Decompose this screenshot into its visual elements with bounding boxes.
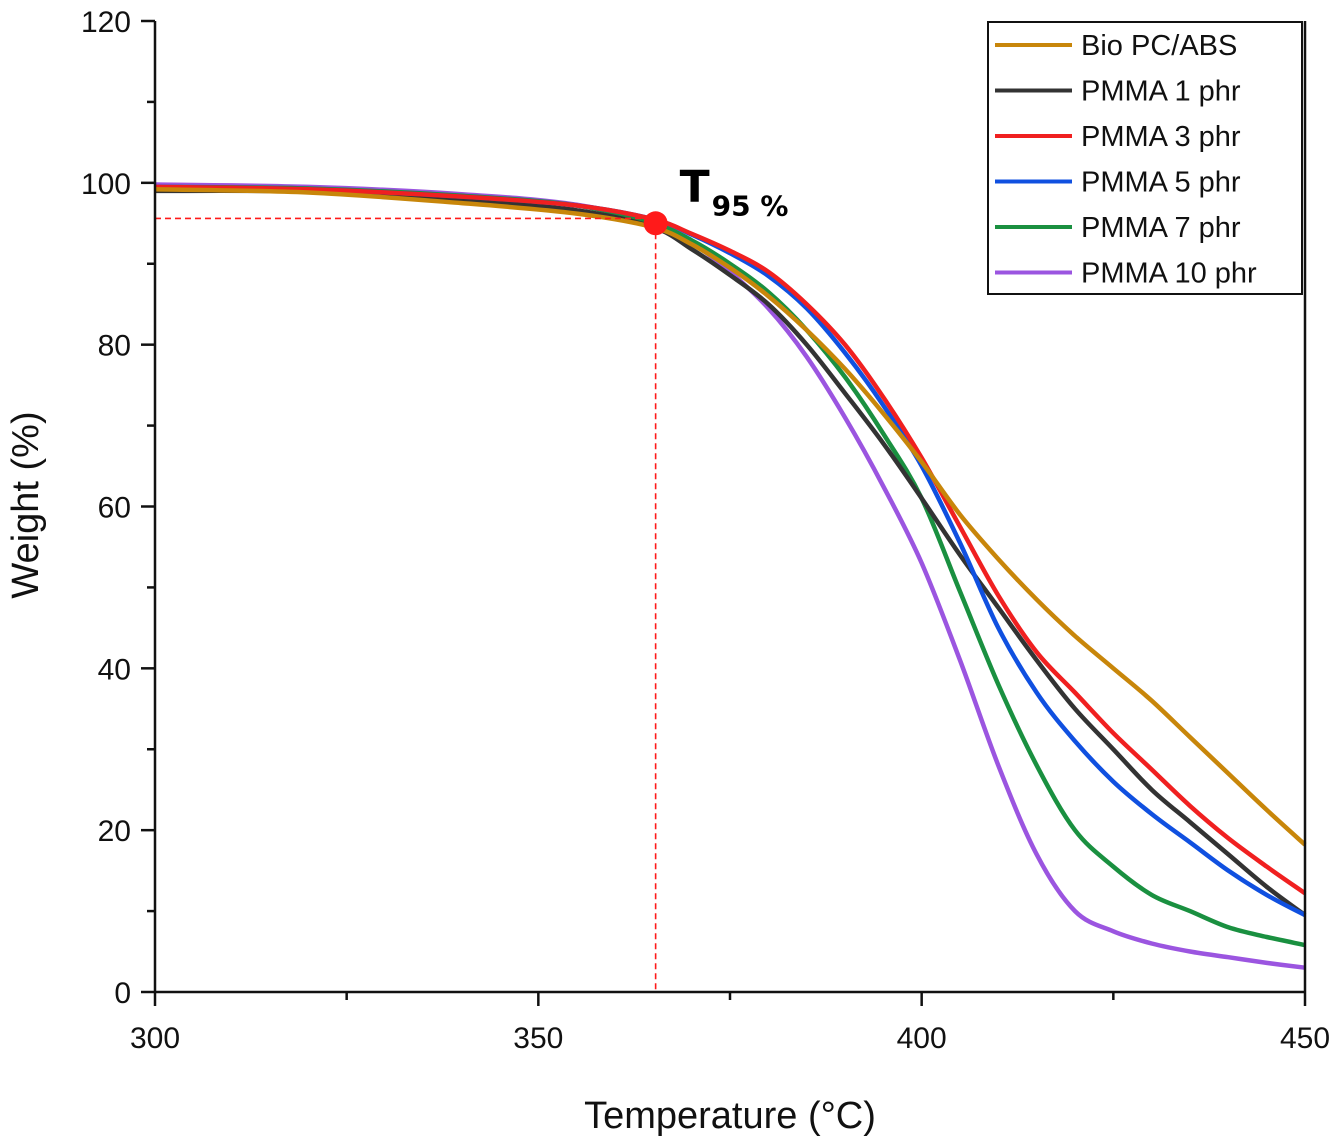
- t95-label: T: [680, 161, 710, 212]
- y-axis-title: Weight (%): [5, 411, 47, 598]
- legend-label: PMMA 1 phr: [1081, 76, 1241, 108]
- series-line-bio-pc-abs: [154, 187, 1307, 847]
- legend-box: [987, 21, 1303, 295]
- ticks: 0 20 40 60 80 100 120 300 350 400 450: [81, 6, 1330, 1055]
- legend: Bio PC/ABS PMMA 1 phr PMMA 3 phr PMMA 5 phr…: [987, 21, 1303, 295]
- t95-annotation: T 95 %: [643, 161, 789, 236]
- t95-point: [643, 211, 668, 236]
- y-tick-label: 60: [98, 492, 131, 525]
- y-tick-label: 40: [98, 653, 131, 686]
- y-tick-label: 0: [114, 977, 131, 1010]
- x-tick-label: 450: [1280, 1022, 1330, 1055]
- legend-label: PMMA 5 phr: [1081, 167, 1241, 199]
- x-tick-label: 300: [130, 1022, 180, 1055]
- y-tick-label: 100: [81, 168, 131, 201]
- x-tick-label: 350: [513, 1022, 563, 1055]
- legend-label: PMMA 3 phr: [1081, 121, 1241, 153]
- series-line-pmma-1-phr: [154, 188, 1307, 917]
- series-line-pmma-3-phr: [154, 184, 1307, 896]
- y-tick-label: 80: [98, 330, 131, 363]
- legend-label: PMMA 7 phr: [1081, 212, 1241, 244]
- y-tick-label: 20: [98, 815, 131, 848]
- y-tick-label: 120: [81, 6, 131, 39]
- series-curves: [154, 182, 1307, 970]
- t95-label-subscript: 95 %: [712, 189, 789, 222]
- x-axis-title: Temperature (°C): [584, 1095, 876, 1137]
- x-tick-label: 400: [897, 1022, 947, 1055]
- series-line-pmma-10-phr: [154, 182, 1306, 970]
- t95-guide-lines: [155, 217, 657, 992]
- series-line-pmma-5-phr: [154, 184, 1307, 918]
- legend-label: Bio PC/ABS: [1081, 30, 1237, 62]
- legend-label: PMMA 10 phr: [1081, 258, 1257, 290]
- series-line-pmma-7-phr: [154, 184, 1306, 948]
